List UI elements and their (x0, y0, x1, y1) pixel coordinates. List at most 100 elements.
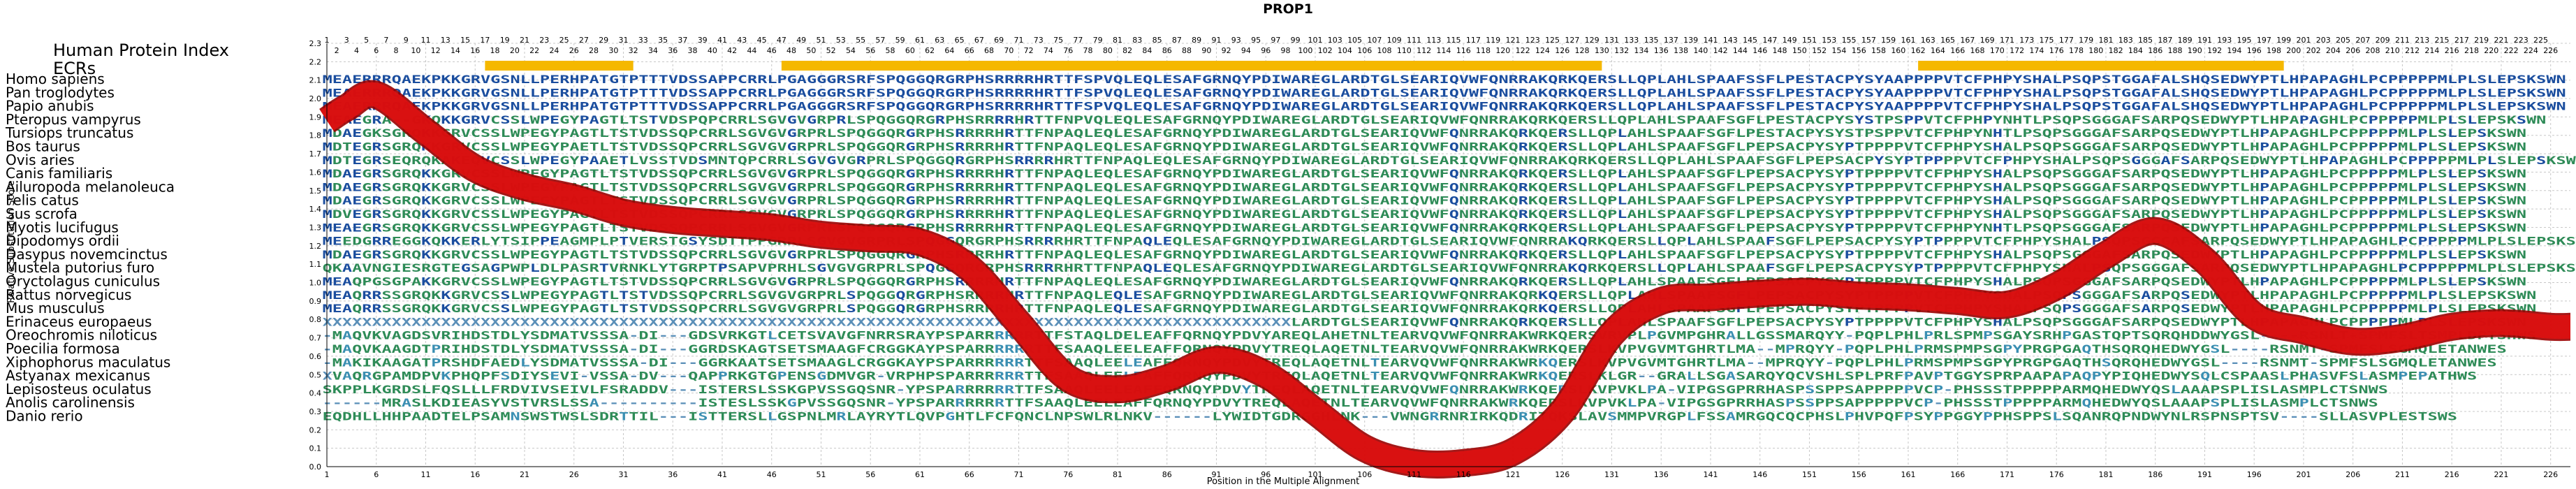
human-index-number: 5 (364, 36, 369, 45)
human-index-number: 199 (2276, 36, 2291, 45)
y-tick-label: 0.0 (309, 462, 322, 472)
human-index-number: 22 (529, 46, 539, 55)
species-name: Bos taurus (6, 138, 80, 155)
labels: Human Protein Index ECRs Position in the… (6, 41, 1359, 487)
human-index-number: 94 (1241, 46, 1251, 55)
human-index-number: 179 (2079, 36, 2093, 45)
human-index-number: 36 (668, 46, 678, 55)
human-index-number: 144 (1733, 46, 1748, 55)
x-tick-label: 71 (1013, 470, 1023, 479)
human-index-number: 221 (2494, 36, 2508, 45)
ecr-bar (1918, 61, 2284, 71)
human-index-number: 173 (2019, 36, 2034, 45)
human-index-number: 151 (1802, 36, 1817, 45)
human-index-number: 153 (1822, 36, 1836, 45)
human-index-number: 23 (539, 36, 549, 45)
human-index-number: 51 (816, 36, 826, 45)
species-name: Astyanax mexicanus (6, 367, 150, 384)
x-tick-label: 221 (2494, 470, 2508, 479)
human-index-number: 183 (2118, 36, 2133, 45)
human-index-number: 39 (698, 36, 708, 45)
human-index-number: 95 (1251, 36, 1261, 45)
y-tick-label: 0.6 (309, 352, 322, 361)
human-index-number: 9 (404, 36, 409, 45)
human-index-number: 92 (1222, 46, 1231, 55)
human-index-number: 49 (796, 36, 806, 45)
human-index-number: 112 (1417, 46, 1431, 55)
y-tick-label: 1.0 (309, 279, 322, 288)
y-tick-label: 0.4 (309, 389, 322, 398)
human-index-number: 89 (1192, 36, 1201, 45)
human-index-number: 215 (2435, 36, 2450, 45)
human-index-number: 100 (1298, 46, 1312, 55)
human-index-number: 77 (1073, 36, 1083, 45)
human-index-number: 34 (648, 46, 658, 55)
y-tick-label: 0.7 (309, 334, 322, 343)
species-name: Ailuropoda melanoleuca (6, 178, 175, 195)
human-index-number: 128 (1575, 46, 1590, 55)
human-index-number: 108 (1377, 46, 1392, 55)
human-index-number: 103 (1328, 36, 1342, 45)
human-index-number: 158 (1871, 46, 1886, 55)
human-index-number: 79 (1093, 36, 1103, 45)
x-tick-label: 211 (2395, 470, 2410, 479)
human-index-number: 75 (1053, 36, 1063, 45)
y-tick-label: 0.1 (309, 444, 322, 453)
human-index-number: 212 (2405, 46, 2420, 55)
x-tick-label: 81 (1113, 470, 1122, 479)
human-index-number: 224 (2524, 46, 2538, 55)
human-index-number: 119 (1486, 36, 1500, 45)
y-tick-label: 1.8 (309, 131, 322, 140)
x-tick-label: 51 (816, 470, 826, 479)
species-name: Xiphophorus maculatus (6, 353, 170, 370)
human-index-number: 162 (1911, 46, 1926, 55)
human-index-number: 86 (1162, 46, 1172, 55)
human-index-number: 74 (1044, 46, 1053, 55)
human-index-number: 37 (678, 36, 687, 45)
human-index-number: 143 (1723, 36, 1738, 45)
x-tick-label: 36 (668, 470, 678, 479)
human-index-number: 147 (1762, 36, 1777, 45)
human-index-number: 177 (2059, 36, 2074, 45)
human-index-number: 193 (2217, 36, 2232, 45)
x-tick-label: 101 (1308, 470, 1322, 479)
human-index-number: 31 (618, 36, 628, 45)
chart-title: PROP1 (1263, 1, 1313, 17)
human-index-number: 48 (786, 46, 796, 55)
human-index-number: 53 (836, 36, 846, 45)
species-name: Dasypus novemcinctus (6, 246, 168, 263)
human-index-number: 99 (1291, 36, 1301, 45)
human-index-number: 189 (2178, 36, 2193, 45)
human-index-number: 59 (895, 36, 905, 45)
human-index-number: 216 (2445, 46, 2459, 55)
species-name: Lepisosteus oculatus (6, 381, 152, 397)
y-tick-label: 0.9 (309, 297, 322, 306)
human-index-number: 148 (1773, 46, 1787, 55)
x-tick-label: 106 (1357, 470, 1372, 479)
human-index-number: 165 (1940, 36, 1955, 45)
x-tick-label: 26 (569, 470, 579, 479)
y-tick-label: 1.3 (309, 223, 322, 232)
human-index-number: 205 (2336, 36, 2350, 45)
human-index-number: 70 (1004, 46, 1013, 55)
human-index-number: 10 (411, 46, 420, 55)
human-index-number: 83 (1132, 36, 1142, 45)
ecr-bar (781, 61, 1602, 71)
human-index-number: 140 (1693, 46, 1708, 55)
y-tick-label: 2.2 (309, 57, 322, 66)
human-index-number: 63 (935, 36, 944, 45)
x-tick-label: 111 (1407, 470, 1421, 479)
species-name: Sus scrofa (6, 205, 78, 222)
human-index-number: 191 (2197, 36, 2212, 45)
human-index-number: 11 (420, 36, 430, 45)
human-index-number: 35 (658, 36, 668, 45)
human-index-number: 12 (431, 46, 441, 55)
species-name: Poecilia formosa (6, 340, 120, 357)
human-index-number: 116 (1456, 46, 1471, 55)
